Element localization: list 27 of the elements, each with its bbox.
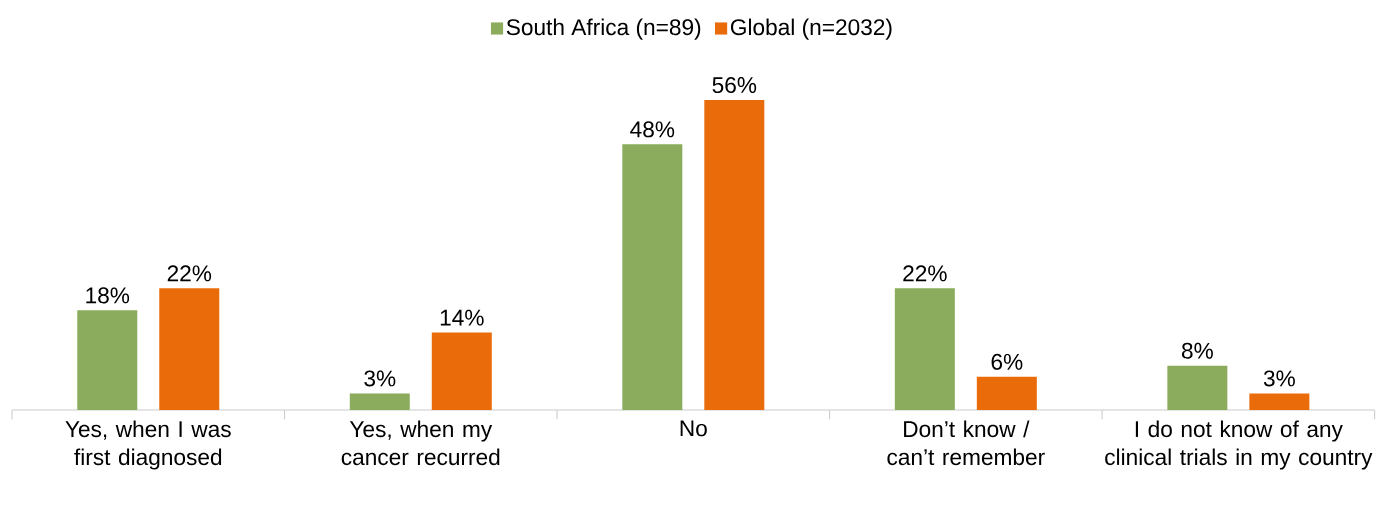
bar — [77, 310, 138, 410]
bar — [976, 376, 1037, 410]
x-tick-label: Yes, when my cancer recurred — [341, 420, 500, 466]
bar — [1167, 365, 1228, 410]
bar — [349, 393, 410, 410]
data-label: 3% — [1263, 370, 1295, 387]
data-label: 18% — [86, 287, 130, 304]
x-tick-label: Yes, when I was first diagnosed — [65, 420, 231, 470]
x-tick-label: I do not know of any clinical trials in my country — [1105, 420, 1373, 470]
bar — [1249, 393, 1310, 410]
x-tick-label: No — [680, 420, 707, 437]
bar — [704, 100, 765, 410]
data-label: 3% — [364, 370, 396, 387]
legend-label: South Africa (n=89) — [506, 18, 701, 40]
data-label: 8% — [1181, 342, 1213, 359]
bar — [431, 332, 492, 410]
data-label: 14% — [440, 309, 484, 326]
legend-label: Global (n=2032) — [730, 18, 892, 40]
x-tick-label: Don’t know / can’t remember — [887, 420, 1045, 466]
bar — [894, 288, 955, 410]
data-label: 22% — [903, 265, 947, 282]
data-label: 56% — [712, 77, 757, 94]
data-label: 48% — [630, 121, 675, 138]
data-label: 6% — [991, 353, 1023, 370]
data-label: 22% — [167, 265, 212, 282]
bar — [622, 144, 683, 410]
bar — [159, 288, 220, 410]
